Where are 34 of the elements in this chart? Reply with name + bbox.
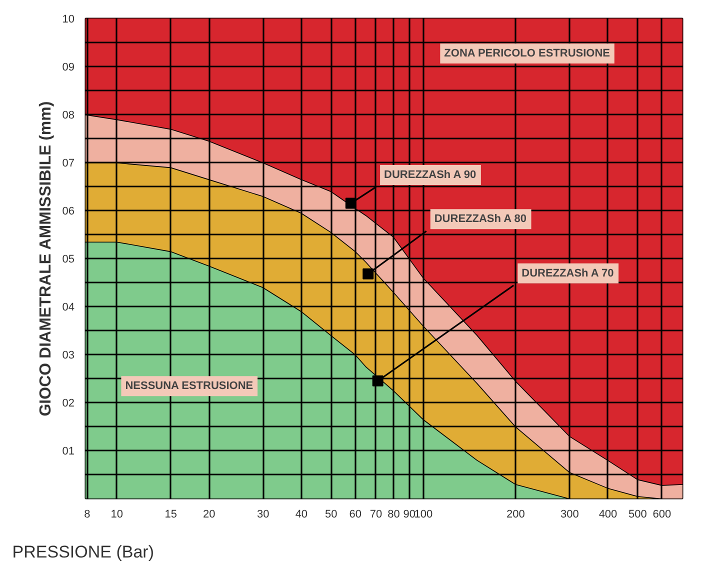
y-tick-label: 01 bbox=[62, 446, 75, 458]
annotation: ZONA PERICOLO ESTRUSIONE bbox=[444, 48, 610, 60]
x-tick-label: 40 bbox=[295, 508, 308, 520]
x-tick-label: 20 bbox=[203, 508, 216, 520]
x-tick-label: 200 bbox=[506, 508, 525, 520]
x-tick-label: 80 bbox=[388, 508, 400, 520]
x-tick-label: 70 bbox=[370, 508, 382, 520]
y-tick-label: 08 bbox=[62, 110, 75, 122]
x-axis-title: PRESSIONE (Bar) bbox=[12, 542, 154, 562]
y-tick-label: 04 bbox=[62, 302, 75, 314]
x-tick-label: 15 bbox=[164, 508, 177, 520]
y-tick-label: 10 bbox=[62, 14, 75, 26]
x-tick-label: 500 bbox=[628, 508, 647, 520]
annotation: NESSUNA ESTRUSIONE bbox=[125, 380, 254, 392]
y-tick-label: 03 bbox=[62, 350, 75, 362]
x-tick-label: 8 bbox=[84, 508, 90, 520]
y-tick-label: 06 bbox=[62, 206, 75, 218]
x-tick-label: 60 bbox=[349, 508, 362, 520]
y-tick-label: 07 bbox=[62, 158, 75, 170]
annotation: DUREZZASh A 70 bbox=[522, 267, 614, 280]
y-tick-label: 02 bbox=[62, 398, 75, 410]
x-tick-label: 10 bbox=[110, 508, 124, 520]
x-tick-label: 50 bbox=[325, 508, 338, 520]
y-tick-label: 09 bbox=[62, 62, 75, 74]
x-tick-label: 100 bbox=[414, 508, 433, 520]
x-tick-label: 90 bbox=[403, 508, 416, 520]
x-tick-label: 300 bbox=[560, 508, 579, 520]
x-tick-label: 400 bbox=[598, 508, 618, 520]
y-tick-label: 05 bbox=[62, 254, 75, 266]
x-tick-label: 30 bbox=[257, 508, 270, 520]
annotation: DUREZZASh A 90 bbox=[384, 168, 476, 181]
y-axis-title: GIOCO DIAMETRALE AMMISSIBILE (mm) bbox=[37, 101, 54, 416]
annotation: DUREZZASh A 80 bbox=[434, 213, 526, 226]
x-tick-label: 600 bbox=[652, 508, 672, 520]
